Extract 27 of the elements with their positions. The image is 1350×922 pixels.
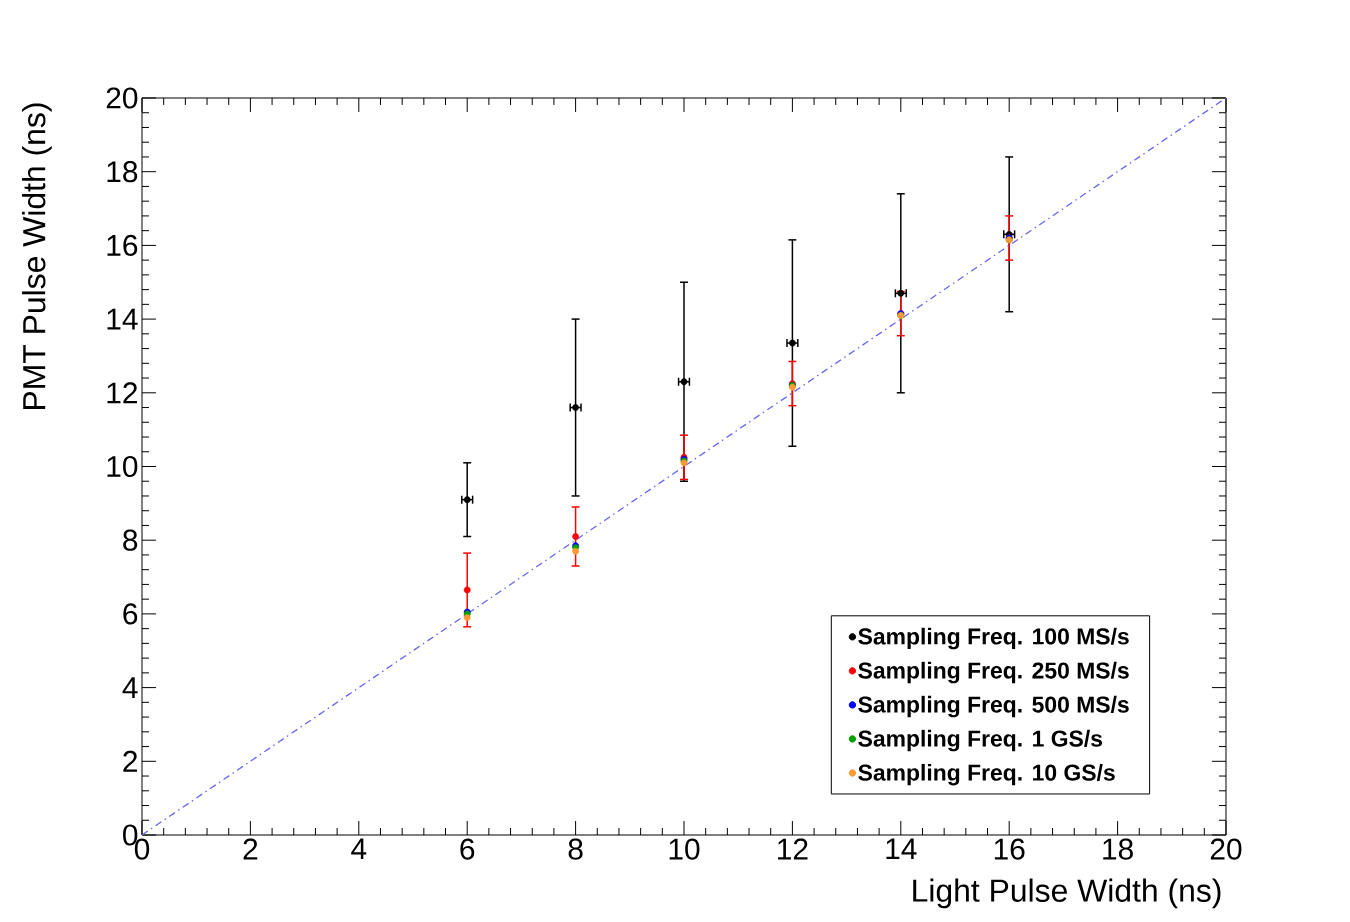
legend-label: Sampling Freq. 500 MS/s — [858, 695, 1129, 718]
y-tick-label: 8 — [123, 529, 138, 551]
y-tick-label: 2 — [123, 750, 137, 772]
x-tick-label: 10 — [669, 838, 700, 860]
x-tick-label: 14 — [886, 838, 917, 860]
y-tick-label: 10 — [107, 455, 138, 478]
legend-label: Sampling Freq. 10 GS/s — [858, 763, 1115, 786]
x-tick-label: 20 — [1210, 838, 1242, 860]
legend-label: Sampling Freq. 100 MS/s — [858, 627, 1129, 650]
y-axis-title: PMT Pulse Width (ns) — [22, 103, 52, 409]
x-tick-label: 6 — [460, 838, 475, 860]
x-tick-label: 4 — [351, 838, 367, 860]
x-tick-label: 12 — [778, 838, 808, 860]
x-tick-label: 8 — [568, 838, 583, 860]
legend-label: Sampling Freq. 1 GS/s — [858, 729, 1103, 752]
y-tick-label: 20 — [106, 87, 138, 109]
y-tick-label: 16 — [107, 234, 138, 256]
legend-label: Sampling Freq. 250 MS/s — [858, 661, 1129, 684]
y-tick-label: 4 — [122, 677, 138, 698]
x-tick-label: 2 — [243, 838, 258, 860]
y-tick-label: 14 — [107, 308, 138, 330]
x-tick-label: 16 — [994, 838, 1025, 860]
y-tick-label: 12 — [107, 382, 137, 404]
x-tick-label: 18 — [1103, 838, 1133, 860]
x-axis-title: Light Pulse Width (ns) — [913, 878, 1221, 909]
y-tick-label: 18 — [107, 161, 138, 183]
y-tick-label: 6 — [123, 603, 138, 625]
